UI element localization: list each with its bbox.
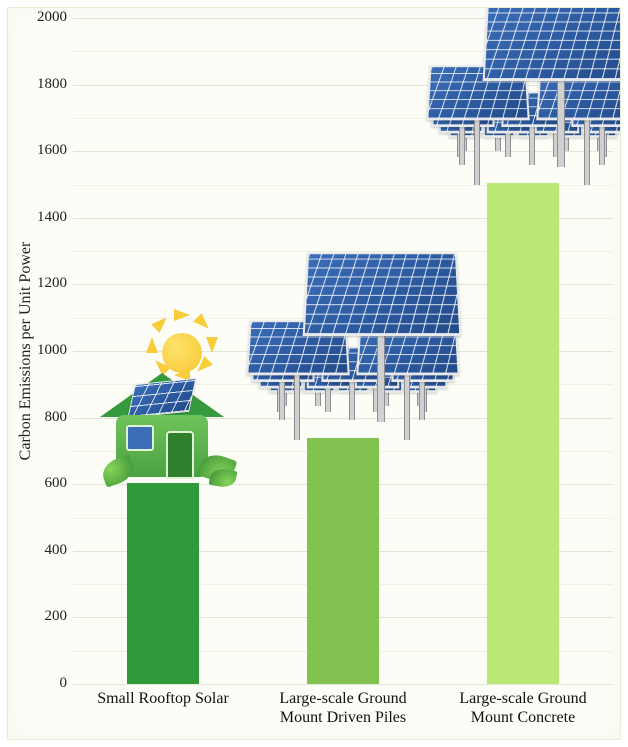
- house-icon: [94, 331, 244, 501]
- bar-1: [307, 438, 379, 684]
- y-tick-label: 400: [17, 542, 67, 559]
- bar-0: [127, 483, 199, 684]
- y-axis-label: Carbon Emissions per Unit Power: [17, 201, 35, 501]
- gridline: [73, 684, 613, 685]
- x-category-label: Large-scale Ground: [433, 690, 613, 708]
- plot-area: [73, 18, 613, 684]
- y-tick-label: 200: [17, 608, 67, 625]
- x-category-label-line2: Mount Concrete: [433, 709, 613, 727]
- solar-field-icon: [431, 7, 621, 197]
- bar-2: [487, 183, 559, 684]
- x-category-label-line2: Mount Driven Piles: [253, 709, 433, 727]
- x-category-label: Large-scale Ground: [253, 690, 433, 708]
- y-tick-label: 1800: [17, 76, 67, 93]
- chart-frame: 0200400600800100012001400160018002000Car…: [7, 7, 621, 740]
- y-tick-label: 1600: [17, 142, 67, 159]
- solar-field-icon: [251, 252, 451, 452]
- x-category-label: Small Rooftop Solar: [73, 690, 253, 708]
- y-tick-label: 0: [17, 675, 67, 692]
- y-tick-label: 2000: [17, 9, 67, 26]
